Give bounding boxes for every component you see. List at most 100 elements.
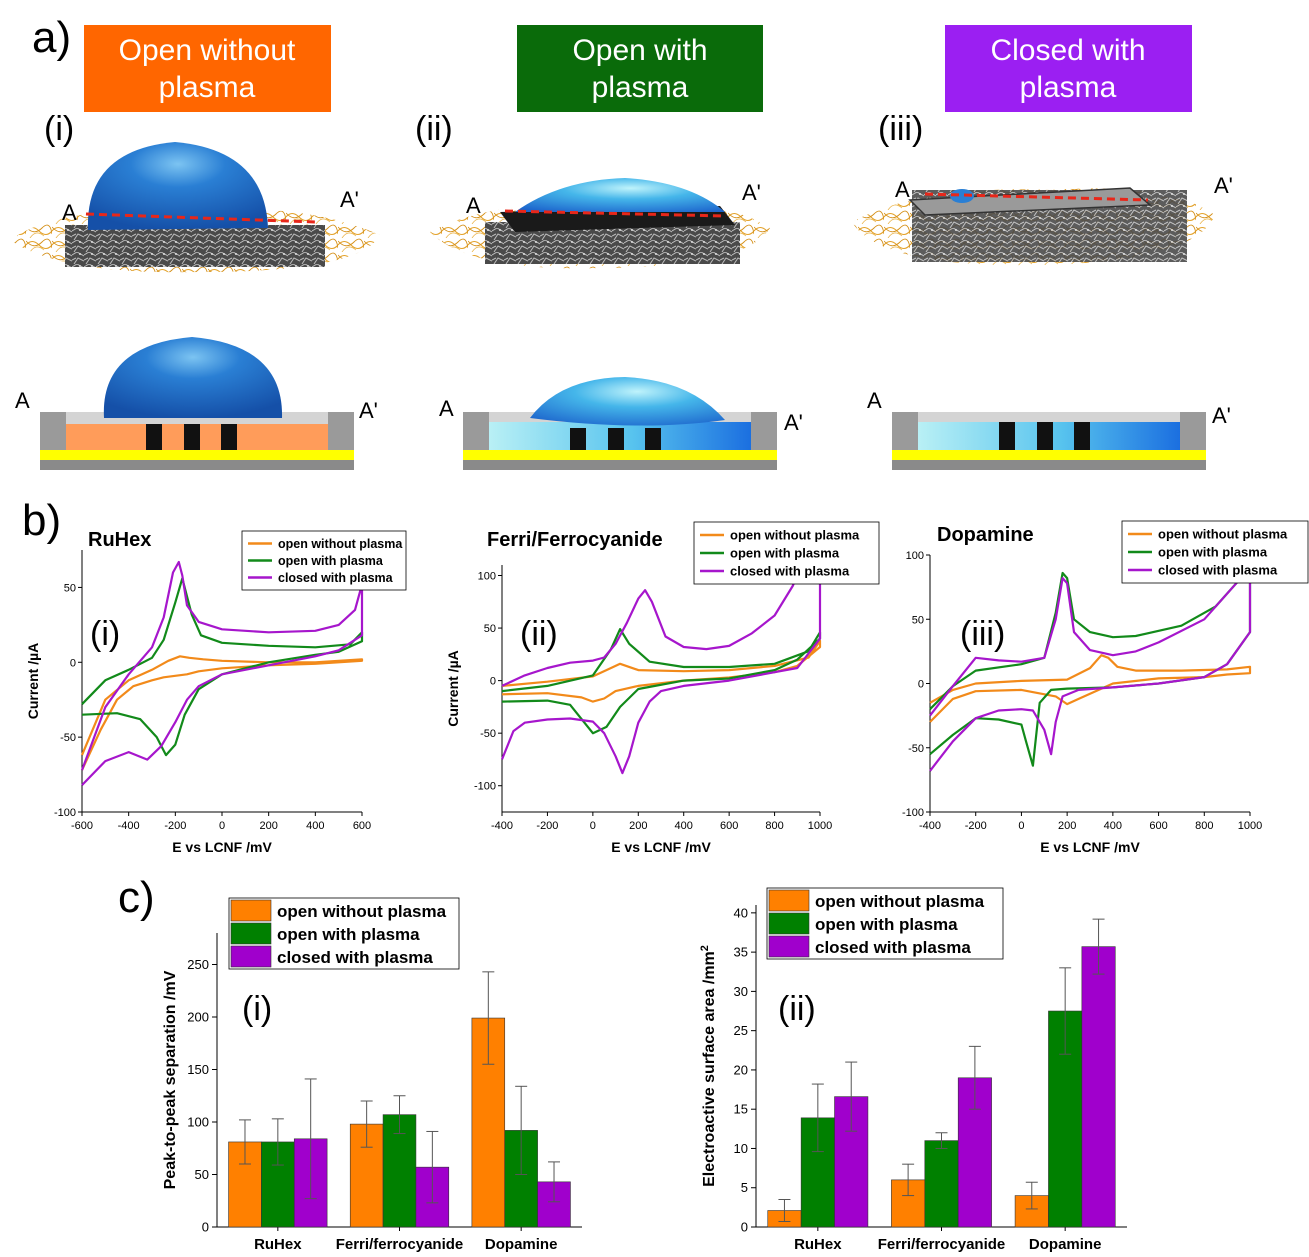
- banner-2-line2: plasma: [1020, 71, 1117, 104]
- electrode-bar: [1037, 422, 1053, 450]
- y-tick-label: 15: [734, 1102, 748, 1117]
- x-tick-label: 0: [219, 820, 225, 832]
- substrate-layer: [892, 450, 1206, 460]
- panel-a-label: a): [32, 13, 71, 62]
- cross-section-open-with-plasma: A A': [439, 377, 803, 470]
- panel-b-label: b): [22, 496, 61, 545]
- x-tick-label: 400: [1104, 820, 1122, 832]
- section-a-prime-label: A': [742, 180, 761, 205]
- cover-layer: [918, 412, 1180, 422]
- banner-1-bg: [517, 25, 763, 112]
- y-tick-label: 25: [734, 1023, 748, 1038]
- panel-a: a) Open without plasma Open with plasma …: [10, 13, 1233, 470]
- legend-label-open-without-plasma: open without plasma: [278, 537, 403, 551]
- wall-right: [751, 412, 777, 450]
- series-line-closed-with-plasma: [929, 553, 1252, 772]
- y-axis-title: Electroactive surface area /mm2: [699, 945, 718, 1187]
- y-tick-label: 20: [734, 1062, 748, 1077]
- chart-title: RuHex: [88, 529, 151, 551]
- y-tick-label: 100: [187, 1115, 209, 1130]
- x-tick-label: -400: [491, 820, 513, 832]
- x-tick-label: 1000: [1238, 820, 1262, 832]
- legend-swatch-open-with-plasma: [768, 912, 810, 935]
- legend-label-open-with-plasma: open with plasma: [278, 554, 384, 568]
- x-category-label: Dopamine: [485, 1236, 558, 1252]
- section-a-label: A: [867, 388, 882, 413]
- wall-left: [40, 412, 66, 450]
- section-a-prime-label: A': [359, 398, 378, 423]
- x-tick-label: 400: [675, 820, 693, 832]
- legend-label-open-without-plasma: open without plasma: [815, 892, 985, 911]
- wall-right: [1180, 412, 1206, 450]
- y-tick-label: 250: [187, 957, 209, 972]
- electrode-bar: [184, 424, 200, 450]
- y-tick-label: 0: [202, 1220, 209, 1235]
- series-line-open-without-plasma: [929, 654, 1252, 723]
- y-tick-label: 40: [734, 905, 748, 920]
- bar-open-with-plasma-ferri-ferrocyanide: [924, 1140, 959, 1228]
- cv-chart-ferri-ferrocyanide: -400 -200 0 200 400 600 800 1000 -100 -50 0 50 100 E …: [445, 521, 880, 855]
- y-tick-label: 0: [741, 1220, 748, 1235]
- x-tick-label: 800: [765, 820, 783, 832]
- x-tick-label: -600: [71, 820, 93, 832]
- y-tick-label: 50: [64, 582, 76, 594]
- section-a-prime-label: A': [1214, 173, 1233, 198]
- banner-1-line2: plasma: [592, 71, 689, 104]
- y-tick-label: -50: [480, 728, 496, 740]
- legend-swatch-open-without-plasma: [230, 899, 272, 922]
- legend-label-open-with-plasma: open with plasma: [1158, 545, 1268, 560]
- cv-chart-dopamine: -400 -200 0 200 400 600 800 1000 -100 -50 0 50 100 E …: [902, 520, 1309, 855]
- series-line-open-without-plasma: [501, 639, 822, 703]
- y-tick-label: 50: [484, 623, 496, 635]
- banner-2-line1: Closed with: [990, 34, 1145, 67]
- x-tick-label: 800: [1195, 820, 1213, 832]
- banner-1-line1: Open with: [572, 34, 707, 67]
- legend-label-closed-with-plasma: closed with plasma: [277, 948, 433, 967]
- droplet: [950, 189, 974, 203]
- banner-closed-with-plasma: Closed with plasma: [945, 25, 1192, 112]
- x-tick-label: 400: [306, 820, 324, 832]
- cv-chart-ruhex: -600 -400 -200 0 200 400 600 -100 -50 0 50 E vs LCN…: [25, 529, 407, 855]
- sublabel-a-ii: (ii): [415, 110, 453, 148]
- x-tick-label: -200: [536, 820, 558, 832]
- banner-0-bg: [84, 25, 331, 112]
- legend-label-open-with-plasma: open with plasma: [277, 925, 420, 944]
- y-tick-label: 50: [195, 1167, 209, 1182]
- y-tick-label: 150: [187, 1062, 209, 1077]
- chart-title: Dopamine: [937, 524, 1034, 546]
- panel-c-label: c): [118, 873, 155, 922]
- x-tick-label: 600: [1149, 820, 1167, 832]
- x-tick-label: -400: [118, 820, 140, 832]
- chart-panel-label: (ii): [520, 615, 558, 653]
- series-line-open-without-plasma: [80, 655, 364, 771]
- banner-open-with-plasma: Open with plasma: [517, 25, 763, 112]
- wall-left: [892, 412, 918, 450]
- droplet: [515, 178, 725, 212]
- y-axis-title: Current /µA: [25, 643, 41, 720]
- legend-label-closed-with-plasma: closed with plasma: [278, 571, 394, 585]
- chart-panel-label: (i): [90, 615, 120, 653]
- legend-label-closed-with-plasma: closed with plasma: [730, 564, 850, 579]
- electrode-bar: [146, 424, 162, 450]
- chart-title: Ferri/Ferrocyanide: [487, 529, 663, 551]
- x-category-label: RuHex: [794, 1236, 842, 1252]
- x-category-label: Dopamine: [1029, 1236, 1102, 1252]
- x-tick-label: 0: [590, 820, 596, 832]
- cross-section-closed-with-plasma: A A': [867, 388, 1231, 470]
- y-tick-label: -100: [474, 781, 496, 793]
- cross-section-open-without-plasma: A A': [15, 337, 378, 470]
- sublabel-a-iii: (iii): [878, 110, 923, 148]
- bar-open-with-plasma-dopamine: [504, 1130, 538, 1228]
- y-tick-label: -100: [902, 807, 924, 819]
- y-tick-label: -50: [60, 732, 76, 744]
- series-line-closed-with-plasma: [500, 574, 822, 775]
- legend-box: [693, 521, 880, 585]
- y-tick-label: -50: [908, 743, 924, 755]
- section-a-label: A: [466, 193, 481, 218]
- cut-line: [504, 209, 727, 218]
- render-3d-closed-with-plasma: A A': [852, 173, 1233, 266]
- y-tick-label: 10: [734, 1141, 748, 1156]
- legend-box: [1121, 520, 1309, 584]
